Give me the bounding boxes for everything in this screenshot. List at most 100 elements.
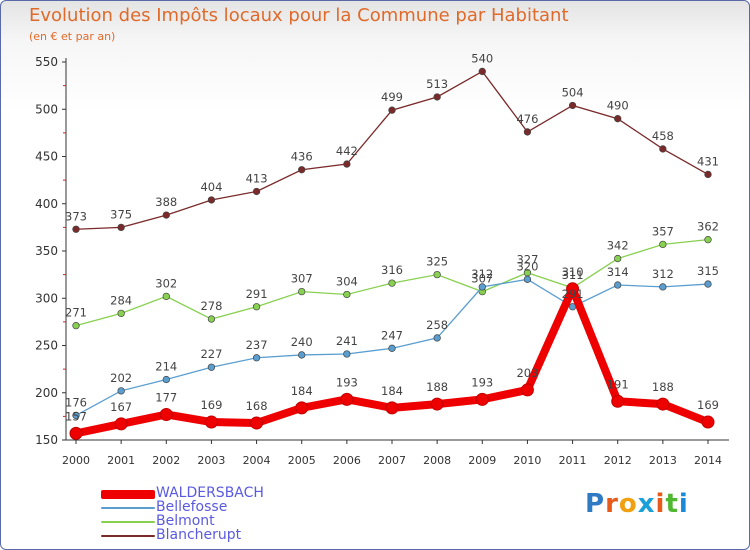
- data-label-waldersbach: 157: [65, 409, 87, 423]
- data-point-bellefosse: [162, 375, 170, 384]
- data-label-waldersbach: 184: [291, 384, 313, 398]
- data-point-blancherupt: [162, 211, 170, 219]
- data-label-belmont: 342: [607, 239, 629, 253]
- data-label-blancherupt: 476: [516, 112, 538, 126]
- chart-title: Evolution des Impôts locaux pour la Comm…: [29, 5, 569, 26]
- data-label-belmont: 284: [110, 293, 132, 307]
- y-tick-label: 150: [35, 433, 58, 447]
- data-label-bellefosse: 241: [336, 334, 358, 348]
- data-point-bellefosse: [433, 334, 441, 342]
- data-point-blancherupt: [523, 128, 532, 136]
- data-label-waldersbach: 188: [426, 380, 448, 394]
- data-point-bellefosse: [207, 363, 216, 371]
- data-label-bellefosse: 240: [291, 335, 313, 349]
- x-tick-label: 2004: [243, 454, 271, 467]
- logo-letter: o: [618, 489, 638, 519]
- data-point-belmont: [388, 279, 396, 287]
- data-label-belmont: 327: [516, 253, 538, 267]
- y-tick-label: 450: [35, 150, 58, 164]
- data-label-belmont: 357: [652, 224, 674, 238]
- data-label-belmont: 302: [155, 276, 177, 290]
- data-label-bellefosse: 176: [65, 395, 87, 409]
- data-point-belmont: [704, 236, 712, 244]
- data-point-belmont: [298, 287, 306, 296]
- data-point-waldersbach: [159, 407, 173, 421]
- data-label-blancherupt: 490: [607, 99, 629, 113]
- y-tick-label: 300: [35, 291, 58, 305]
- data-point-blancherupt: [298, 166, 306, 174]
- legend-label-belmont: Belmont: [156, 513, 215, 529]
- data-point-belmont: [252, 303, 261, 311]
- data-label-blancherupt: 499: [381, 90, 403, 104]
- data-label-belmont: 307: [471, 272, 493, 286]
- y-tick-label: 250: [35, 339, 58, 353]
- data-label-waldersbach: 193: [336, 375, 358, 389]
- data-point-bellefosse: [298, 351, 306, 359]
- data-point-blancherupt: [568, 101, 577, 110]
- data-label-bellefosse: 320: [516, 259, 538, 273]
- data-label-blancherupt: 442: [336, 144, 358, 158]
- data-label-belmont: 325: [426, 255, 448, 269]
- data-point-waldersbach: [69, 426, 83, 440]
- data-label-waldersbach: 169: [697, 398, 719, 412]
- data-point-blancherupt: [433, 93, 441, 101]
- data-label-bellefosse: 291: [562, 287, 584, 301]
- x-tick-label: 2000: [62, 454, 90, 467]
- data-label-bellefosse: 227: [200, 347, 222, 361]
- x-tick-label: 2003: [197, 454, 225, 467]
- data-label-blancherupt: 373: [65, 209, 87, 223]
- data-point-blancherupt: [478, 67, 486, 76]
- x-tick-label: 2014: [694, 454, 722, 467]
- y-tick-label: 350: [35, 244, 58, 258]
- data-point-blancherupt: [117, 223, 125, 232]
- legend-item-waldersbach: WALDERSBACH: [101, 485, 401, 502]
- legend-item-blancherupt: Blancherupt: [101, 527, 401, 544]
- data-point-bellefosse: [252, 354, 261, 362]
- data-point-belmont: [117, 309, 125, 318]
- data-point-blancherupt: [207, 196, 216, 204]
- data-point-waldersbach: [295, 401, 309, 415]
- data-label-bellefosse: 214: [155, 360, 177, 374]
- data-point-belmont: [433, 270, 441, 279]
- data-point-waldersbach: [520, 383, 534, 397]
- legend-swatch-belmont: [101, 521, 155, 523]
- legend-label-bellefosse: Bellefosse: [156, 499, 228, 515]
- logo-letter: r: [605, 489, 619, 519]
- x-tick-label: 2007: [378, 454, 406, 467]
- data-label-waldersbach: 177: [155, 390, 177, 404]
- logo-letter: P: [585, 489, 606, 519]
- data-point-blancherupt: [72, 225, 80, 233]
- x-tick-label: 2006: [333, 454, 361, 467]
- data-label-belmont: 307: [291, 272, 313, 286]
- data-label-belmont: 311: [562, 268, 584, 282]
- data-point-bellefosse: [478, 283, 486, 291]
- data-label-waldersbach: 188: [652, 380, 674, 394]
- data-point-belmont: [207, 315, 216, 323]
- x-tick-label: 2002: [152, 454, 180, 467]
- data-point-blancherupt: [659, 145, 667, 153]
- data-label-waldersbach: 184: [381, 384, 403, 398]
- legend-swatch-bellefosse: [101, 507, 155, 509]
- data-label-bellefosse: 314: [607, 265, 629, 279]
- data-label-waldersbach: 168: [246, 399, 268, 413]
- data-point-waldersbach: [204, 415, 218, 429]
- x-tick-label: 2008: [423, 454, 451, 467]
- data-label-bellefosse: 312: [652, 267, 674, 281]
- y-tick-label: 500: [35, 102, 58, 116]
- data-point-blancherupt: [388, 106, 396, 114]
- data-label-blancherupt: 458: [652, 129, 674, 143]
- data-point-waldersbach: [566, 282, 580, 296]
- data-point-waldersbach: [114, 417, 128, 431]
- chart-subtitle: (en € et par an): [29, 30, 116, 43]
- data-point-waldersbach: [611, 394, 625, 408]
- data-point-bellefosse: [523, 275, 532, 284]
- legend-swatch-blancherupt: [101, 535, 155, 537]
- data-point-waldersbach: [385, 401, 399, 415]
- data-point-bellefosse: [659, 283, 667, 291]
- logo-letter: i: [678, 489, 689, 519]
- data-label-waldersbach: 169: [200, 398, 222, 412]
- legend-item-bellefosse: Bellefosse: [101, 499, 401, 516]
- data-label-blancherupt: 413: [246, 171, 268, 185]
- x-tick-label: 2011: [559, 454, 587, 467]
